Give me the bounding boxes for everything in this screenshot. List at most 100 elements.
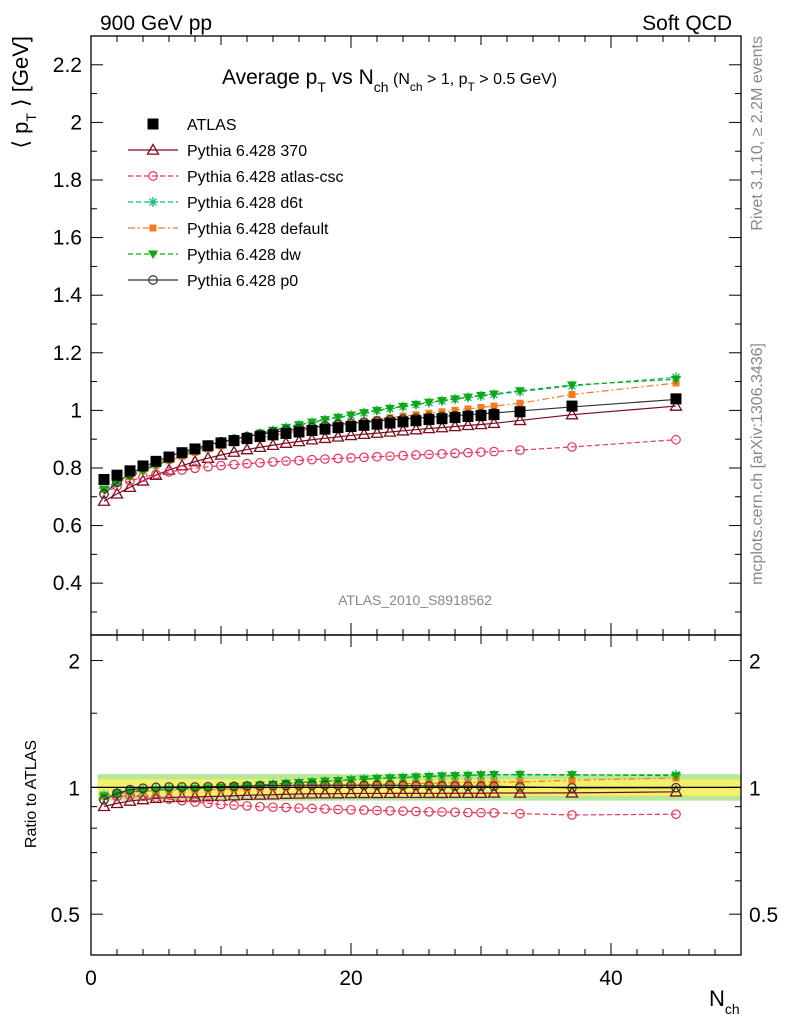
data-point xyxy=(281,456,291,466)
data-point xyxy=(461,418,475,431)
ratio-data-point xyxy=(281,780,291,791)
ratio-data-point xyxy=(515,770,525,780)
legend-marker xyxy=(148,171,158,181)
ratio-data-point xyxy=(435,786,449,799)
data-point xyxy=(463,393,473,403)
ratio-data-point xyxy=(438,779,446,787)
legend-entry: Pythia 6.428 p0 xyxy=(128,273,298,290)
ratio-data-point xyxy=(333,780,343,791)
ratio-data-point xyxy=(216,799,226,810)
data-point xyxy=(280,427,292,439)
ratio-data-point xyxy=(190,797,200,807)
ratio-data-point xyxy=(359,775,369,785)
data-point xyxy=(149,468,163,480)
data-point xyxy=(229,459,239,470)
data-point xyxy=(162,463,176,475)
series-line xyxy=(103,405,677,502)
data-point xyxy=(266,438,280,450)
data-point xyxy=(306,425,318,437)
data-point xyxy=(305,432,319,445)
ratio-series-line xyxy=(103,795,677,816)
data-point xyxy=(397,416,409,428)
series-line xyxy=(103,382,677,491)
y-tick-label: 1.2 xyxy=(53,342,82,365)
ratio-data-point xyxy=(344,786,358,799)
data-point xyxy=(513,413,527,426)
data-point xyxy=(242,458,252,469)
ratio-data-point xyxy=(567,771,577,780)
ratio-data-point xyxy=(346,804,356,815)
data-point xyxy=(669,399,683,411)
y-tick-label: 1.8 xyxy=(53,169,82,192)
data-point xyxy=(253,440,267,453)
data-point xyxy=(294,421,304,430)
ratio-data-point xyxy=(320,804,330,814)
ratio-data-point xyxy=(123,794,137,806)
ratio-data-point xyxy=(138,783,148,794)
ratio-data-point xyxy=(450,781,460,791)
ratio-data-point xyxy=(268,780,278,790)
data-point xyxy=(345,421,357,433)
data-point xyxy=(357,427,371,440)
ratio-data-point xyxy=(451,779,459,787)
ratio-data-point xyxy=(385,805,395,816)
ratio-data-point xyxy=(307,778,317,787)
ratio-data-point xyxy=(242,801,252,811)
y-tick-label: 1.4 xyxy=(53,284,83,307)
ratio-data-point xyxy=(201,789,215,802)
ratio-data-point xyxy=(97,799,111,812)
ratio-data-point xyxy=(424,781,434,791)
data-point xyxy=(566,400,578,412)
data-point xyxy=(320,416,330,425)
legend-marker xyxy=(148,197,158,207)
ratio-data-point xyxy=(386,780,394,788)
ratio-data-point xyxy=(268,780,278,791)
data-point xyxy=(476,391,486,401)
ratio-data-point xyxy=(398,780,408,791)
ratio-data-point xyxy=(671,772,681,781)
ratio-data-point xyxy=(513,786,527,798)
data-point xyxy=(567,442,577,452)
ratio-y-tick-label-right: 2 xyxy=(749,651,761,674)
ratio-data-point xyxy=(229,781,239,792)
data-point xyxy=(124,465,136,477)
data-point xyxy=(409,422,423,435)
data-point xyxy=(320,454,330,464)
ratio-data-point xyxy=(346,780,356,791)
data-point xyxy=(671,375,681,385)
ratio-plot-frame xyxy=(90,634,742,956)
ratio-data-point xyxy=(175,790,189,803)
ratio-data-point xyxy=(450,807,460,818)
data-point xyxy=(358,419,370,431)
data-point xyxy=(474,417,488,430)
data-point xyxy=(398,450,408,461)
ratio-y-axis-label: Ratio to ATLAS xyxy=(23,740,40,848)
ratio-data-point xyxy=(162,790,176,803)
y-axis-label: ⟨ pT ⟩ [GeV] xyxy=(8,36,39,149)
data-point xyxy=(215,437,227,449)
ratio-data-point xyxy=(305,786,319,799)
ratio-data-point xyxy=(385,774,395,783)
legend-marker xyxy=(149,224,157,232)
data-point xyxy=(279,436,293,448)
ratio-data-point xyxy=(450,772,460,781)
ratio-data-point xyxy=(476,807,486,818)
legend-marker xyxy=(146,143,160,155)
data-point xyxy=(411,450,421,460)
series-line xyxy=(103,439,677,495)
data-point xyxy=(202,440,214,452)
ratio-data-point xyxy=(515,808,525,819)
ratio-data-point xyxy=(372,780,382,791)
data-point xyxy=(450,448,460,459)
data-point xyxy=(490,402,498,410)
data-point xyxy=(359,452,369,463)
data-point xyxy=(671,434,681,445)
data-point xyxy=(98,473,110,485)
data-point xyxy=(463,447,473,458)
data-point xyxy=(227,445,241,457)
data-point xyxy=(359,409,369,418)
ratio-data-point xyxy=(396,786,410,799)
data-point xyxy=(254,431,266,443)
data-point xyxy=(346,453,356,463)
header-right: Soft QCD xyxy=(642,12,732,35)
